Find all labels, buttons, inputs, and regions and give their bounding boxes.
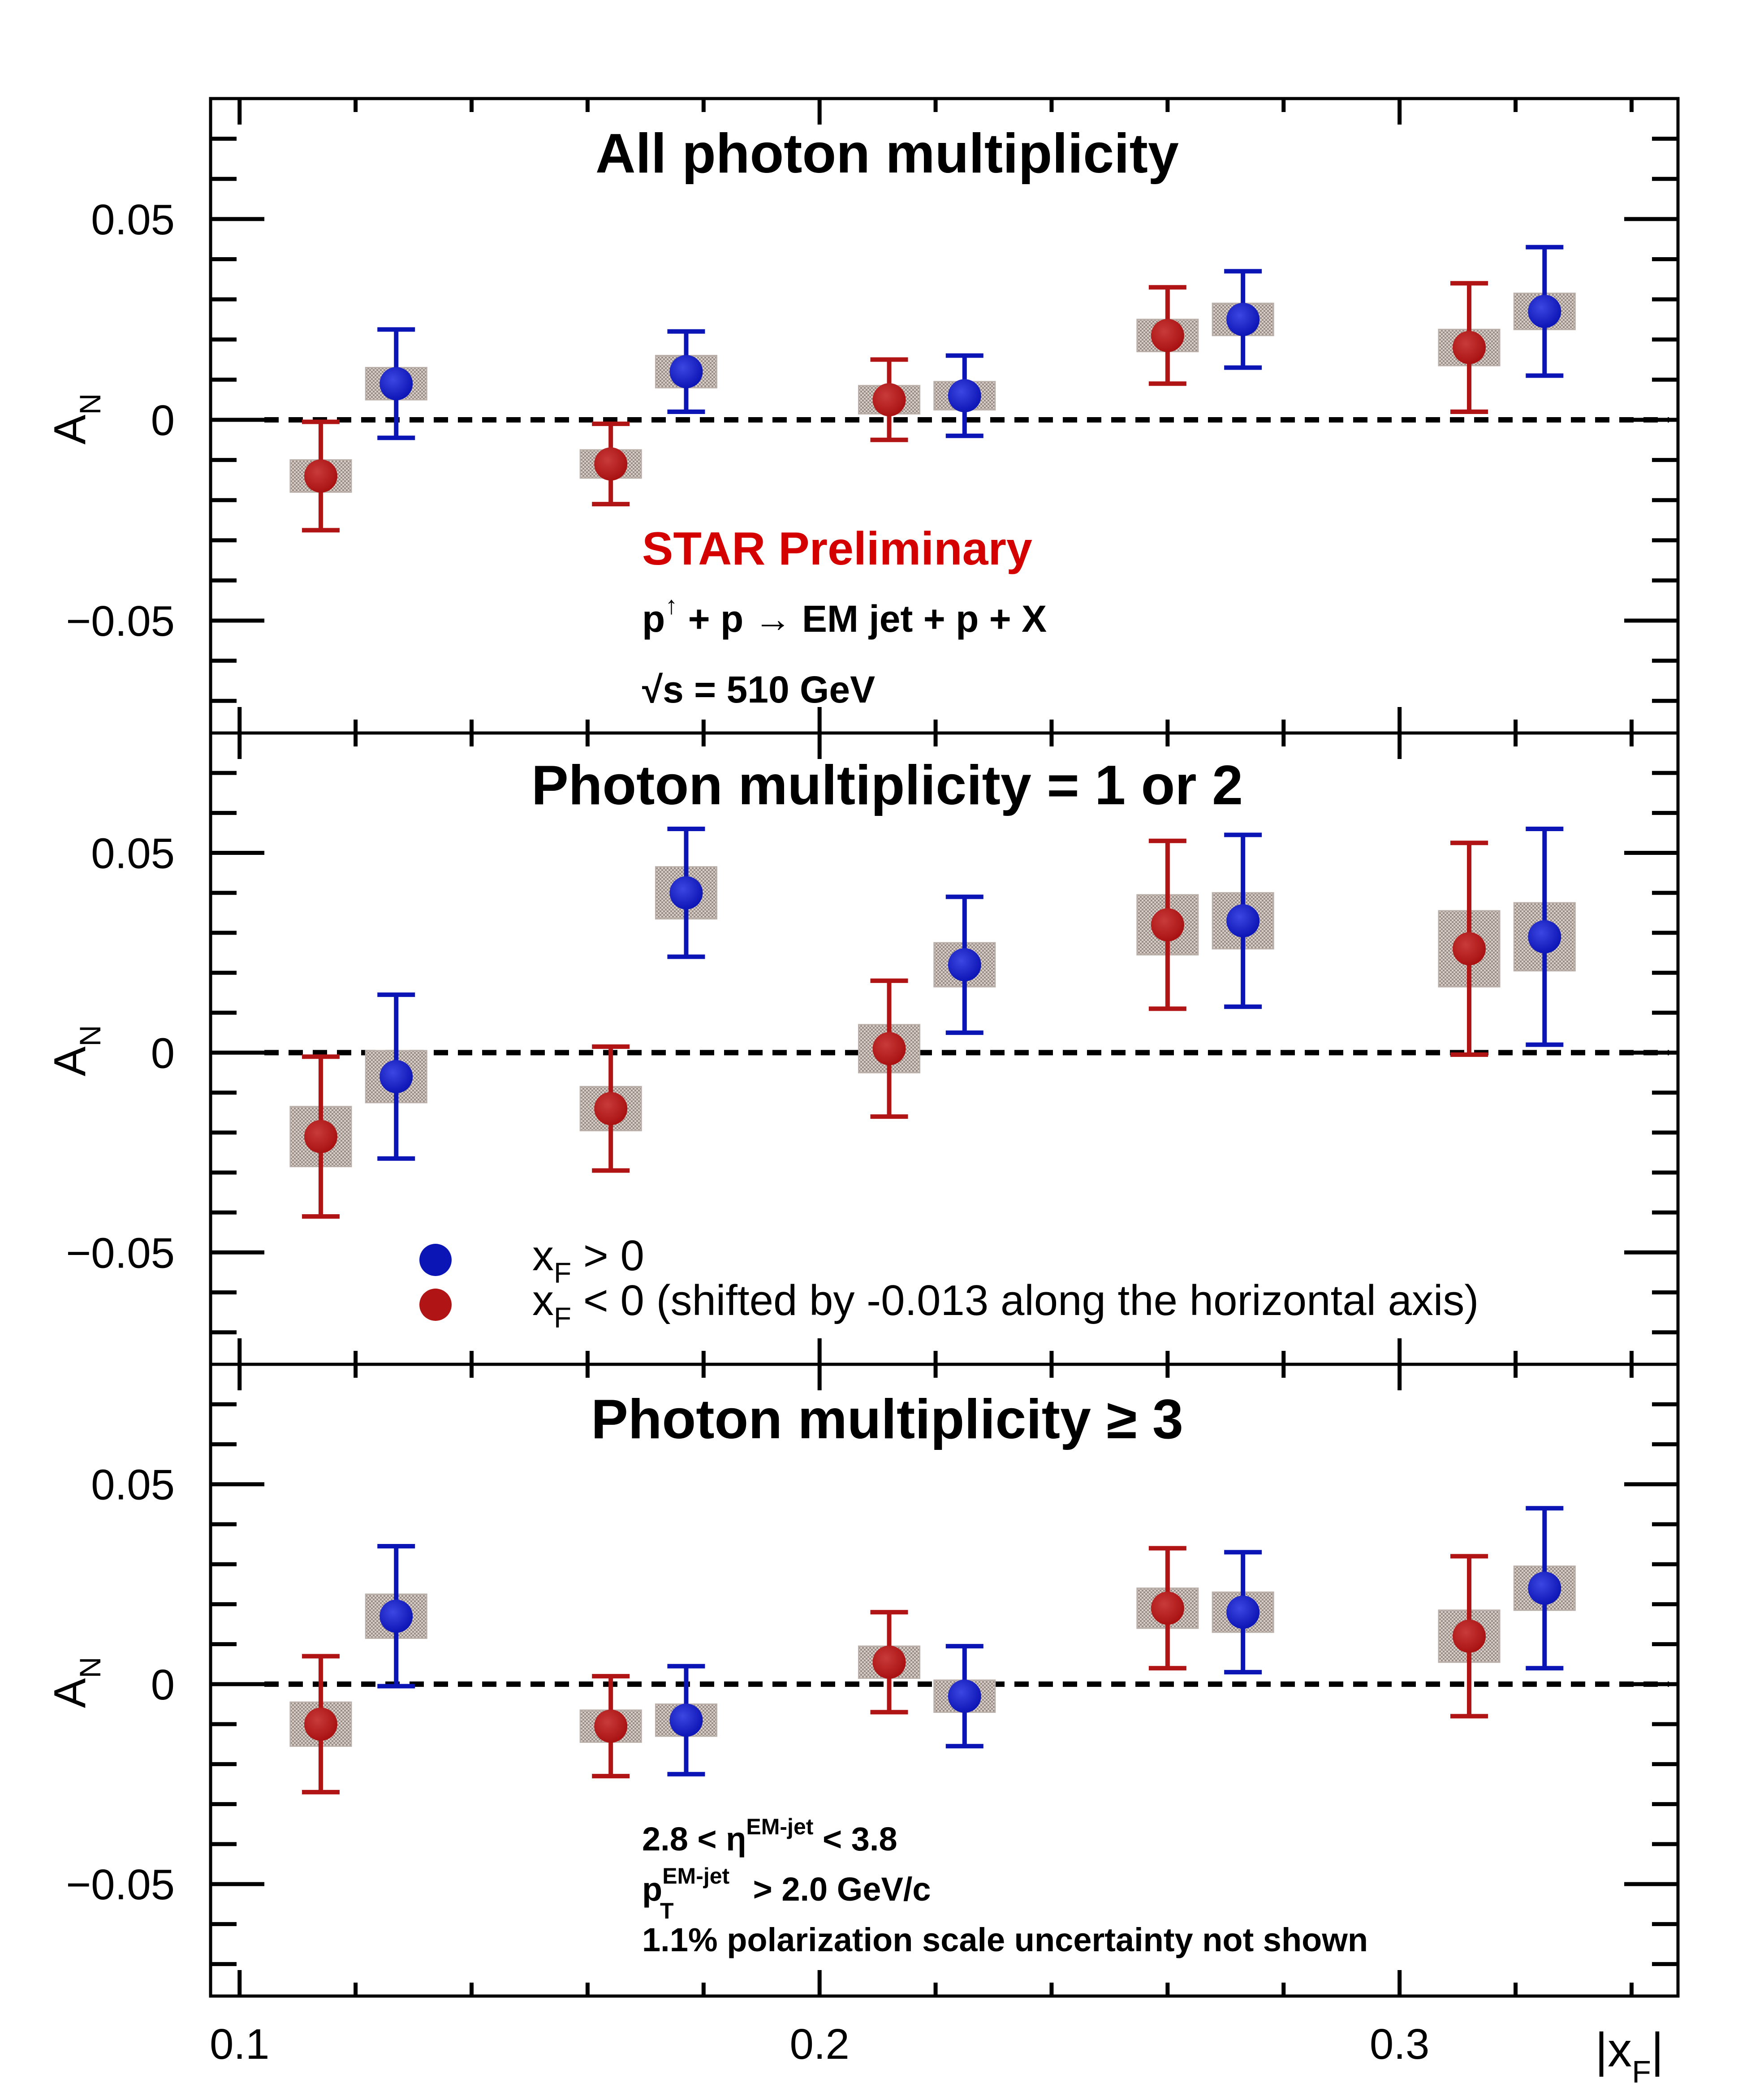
legend-label-positive-xf: xF > 0 bbox=[532, 1232, 644, 1289]
y-axis-label: AN bbox=[45, 1657, 107, 1708]
data-point-negative-xf bbox=[304, 1708, 337, 1741]
y-tick-labels: 0.05 0 −0.05 bbox=[66, 196, 175, 645]
y-tick-label: 0.05 bbox=[91, 1461, 175, 1509]
data-point-positive-xf bbox=[1528, 294, 1561, 328]
data-point-positive-xf bbox=[1226, 1595, 1260, 1629]
data-point-negative-xf bbox=[1452, 331, 1486, 364]
y-tick-label: 0 bbox=[151, 1661, 175, 1709]
data-point-negative-xf bbox=[304, 1120, 337, 1153]
y-tick-label: −0.05 bbox=[66, 1229, 175, 1277]
data-point-positive-xf bbox=[669, 1703, 703, 1737]
x-tick-labels: 0.1 0.2 0.3 bbox=[210, 2020, 1429, 2068]
panel-frame bbox=[209, 1363, 1680, 1998]
y-axis-label: AN bbox=[45, 393, 107, 444]
data-point-negative-xf bbox=[594, 1709, 628, 1743]
data-point-positive-xf bbox=[1528, 920, 1561, 953]
data-point-negative-xf bbox=[1452, 932, 1486, 966]
reaction-label: p↑ + p → EM jet + p + X bbox=[642, 591, 1047, 640]
x-tick-label: 0.1 bbox=[210, 2020, 269, 2068]
data-point-positive-xf bbox=[380, 1600, 413, 1633]
data-points bbox=[289, 245, 1576, 533]
data-point-positive-xf bbox=[948, 1679, 981, 1713]
x-tick-label: 0.3 bbox=[1370, 2020, 1429, 2068]
panel-frame-and-ticks bbox=[209, 1363, 1680, 1998]
data-point-positive-xf bbox=[669, 355, 703, 388]
data-point-negative-xf bbox=[594, 1092, 628, 1125]
eta-cut-label: 2.8 < ηEM-jet < 3.8 bbox=[642, 1814, 897, 1858]
y-tick-label: 0 bbox=[151, 397, 175, 444]
polarization-note: 1.1% polarization scale uncertainty not … bbox=[642, 1921, 1368, 1958]
panel-photon-multiplicity-3-or-more: 0.05 0 −0.05 0.1 0.2 0.3 Photon multiplicity… bbox=[45, 1363, 1680, 2089]
y-tick-label: 0.05 bbox=[91, 830, 175, 878]
y-tick-label: −0.05 bbox=[66, 597, 175, 645]
panel-title: All photon multiplicity bbox=[595, 123, 1179, 185]
panel-title: Photon multiplicity ≥ 3 bbox=[591, 1389, 1183, 1450]
data-point-positive-xf bbox=[1528, 1571, 1561, 1605]
data-point-negative-xf bbox=[1151, 1591, 1184, 1625]
legend-marker-negative-xf bbox=[419, 1289, 452, 1321]
data-point-negative-xf bbox=[872, 1032, 906, 1065]
data-point-positive-xf bbox=[948, 948, 981, 982]
data-points bbox=[289, 1506, 1576, 1794]
panel-frame-and-ticks bbox=[209, 731, 1680, 1366]
data-point-positive-xf bbox=[1226, 302, 1260, 336]
y-tick-label: −0.05 bbox=[66, 1861, 175, 1909]
panel-all-photon-multiplicity: 0.05 0 −0.05 All photon multiplicity AN ST… bbox=[45, 97, 1680, 735]
data-point-positive-xf bbox=[948, 379, 981, 413]
y-axis-label: AN bbox=[45, 1025, 107, 1076]
data-point-negative-xf bbox=[594, 447, 628, 481]
data-point-negative-xf bbox=[1452, 1619, 1486, 1653]
data-point-positive-xf bbox=[669, 876, 703, 910]
y-tick-labels: 0.05 0 −0.05 bbox=[66, 1461, 175, 1909]
energy-label: √s = 510 GeV bbox=[642, 668, 875, 711]
x-axis-label: |xF| bbox=[1595, 2022, 1664, 2089]
data-point-positive-xf bbox=[380, 1060, 413, 1093]
star-preliminary-label: STAR Preliminary bbox=[642, 523, 1032, 575]
x-tick-label: 0.2 bbox=[789, 2020, 849, 2068]
legend-label-negative-xf: xF < 0 (shifted by -0.013 along the hori… bbox=[532, 1276, 1479, 1334]
data-point-negative-xf bbox=[1151, 319, 1184, 352]
legend: xF > 0 xF < 0 (shifted by -0.013 along t… bbox=[419, 1232, 1479, 1334]
data-point-negative-xf bbox=[872, 1645, 906, 1679]
data-point-negative-xf bbox=[872, 383, 906, 417]
y-tick-label: 0 bbox=[151, 1029, 175, 1077]
data-point-negative-xf bbox=[304, 459, 337, 493]
data-point-positive-xf bbox=[1226, 904, 1260, 938]
data-point-positive-xf bbox=[380, 367, 413, 401]
data-points bbox=[289, 827, 1576, 1219]
panel-photon-multiplicity-1-or-2: 0.050−0.05 Photon multiplicity = 1 or 2 … bbox=[45, 731, 1680, 1366]
y-tick-labels: 0.05 0 −0.05 bbox=[66, 830, 175, 1277]
y-tick-label: 0.05 bbox=[91, 196, 175, 244]
panel-title: Photon multiplicity = 1 or 2 bbox=[531, 755, 1243, 816]
pt-cut-label: pEM-jet T > 2.0 GeV/c bbox=[642, 1863, 931, 1923]
legend-marker-positive-xf bbox=[419, 1244, 452, 1276]
data-point-negative-xf bbox=[1151, 908, 1184, 942]
